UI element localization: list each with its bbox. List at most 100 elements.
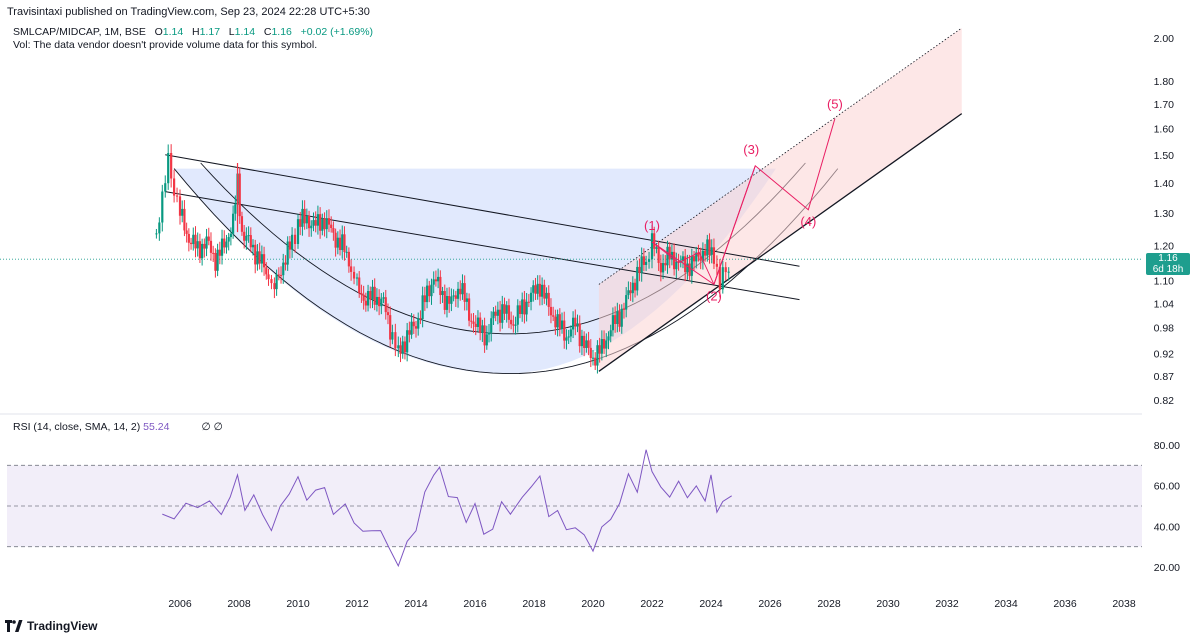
- rsi-pane: 80.00 60.00 40.00 20.00: [7, 440, 1180, 574]
- candle-body: [273, 283, 276, 290]
- candle-body: [223, 238, 226, 248]
- candle-body: [476, 317, 480, 327]
- candle-body: [534, 285, 537, 294]
- candle-body: [576, 323, 579, 327]
- candle-body: [291, 234, 294, 250]
- candle-body: [178, 196, 182, 216]
- rsi-label[interactable]: RSI (14, close, SMA, 14, 2): [13, 421, 141, 433]
- price-tick-label: 1.80: [1154, 76, 1175, 88]
- candle-body: [636, 266, 639, 291]
- publisher-line: Travisintaxi published on TradingView.co…: [7, 6, 370, 18]
- candle-body: [536, 283, 539, 294]
- brand-name: TradingView: [27, 619, 98, 633]
- candle-body: [618, 311, 621, 327]
- wave-annotations: (1) (2) (3) (4) (5): [644, 97, 843, 304]
- candle-body: [514, 324, 517, 326]
- candle-body: [158, 222, 161, 234]
- candle-body: [505, 305, 508, 314]
- candle-body: [616, 311, 619, 324]
- candle-body: [205, 236, 208, 249]
- candle-body: [245, 235, 248, 241]
- candle-body: [664, 263, 667, 266]
- candle-body: [334, 232, 337, 248]
- candle-body: [642, 256, 645, 265]
- candle-body: [611, 315, 615, 331]
- low-value: 1.14: [234, 26, 256, 38]
- wave-label: (5): [827, 97, 843, 112]
- candle-body: [371, 286, 374, 300]
- price-tick-label: 1.70: [1154, 99, 1175, 111]
- bar-countdown: 6d 18h: [1152, 264, 1184, 275]
- candle-body: [358, 277, 361, 293]
- candle-body: [423, 295, 426, 303]
- candle-body: [704, 250, 707, 256]
- candle-body: [501, 304, 504, 323]
- candle-body: [647, 259, 651, 262]
- close-label: C: [263, 26, 272, 38]
- candle-body: [565, 337, 568, 341]
- candle-body: [666, 246, 669, 266]
- rsi-value: 55.24: [143, 421, 170, 433]
- candle-body: [541, 284, 544, 297]
- candle-body: [412, 321, 415, 327]
- candle-body: [167, 153, 170, 184]
- candle-body: [690, 256, 693, 276]
- candle-body: [443, 291, 446, 310]
- candle-body: [301, 208, 304, 227]
- candle-body: [375, 296, 379, 305]
- candles-layer: [155, 144, 730, 374]
- candle-body: [492, 311, 495, 319]
- candle-body: [598, 345, 601, 354]
- price-tick-label: 1.20: [1154, 240, 1175, 252]
- candle-body: [485, 334, 488, 346]
- time-tick-label: 2034: [994, 598, 1018, 610]
- candle-body: [341, 234, 344, 251]
- candle-body: [270, 279, 273, 284]
- candle-body: [369, 290, 372, 300]
- candle-body: [249, 235, 252, 248]
- candle-body: [343, 234, 346, 253]
- wave-path: [651, 118, 836, 286]
- candle-body: [625, 295, 628, 310]
- symbol-name[interactable]: SMLCAP/MIDCAP, 1M, BSE: [13, 26, 146, 38]
- price-tick-label: 1.50: [1154, 150, 1175, 162]
- candle-body: [155, 233, 158, 235]
- candle-body: [355, 277, 359, 279]
- candle-body: [708, 239, 711, 255]
- candle-body: [419, 318, 422, 320]
- candle-body: [198, 241, 202, 259]
- tradingview-icon: [5, 620, 23, 632]
- candle-body: [631, 282, 634, 294]
- price-tick-label: 2.00: [1154, 33, 1175, 45]
- last-price: 1.16: [1158, 253, 1178, 264]
- candle-body: [401, 341, 404, 354]
- candle-body: [602, 339, 606, 349]
- candle-body: [164, 183, 167, 192]
- time-tick-label: 2026: [758, 598, 782, 610]
- candle-body: [688, 263, 691, 276]
- candle-body: [454, 295, 457, 299]
- candle-body: [336, 237, 339, 248]
- candle-body: [414, 326, 418, 329]
- wave-subpath: [651, 241, 715, 285]
- candle-body: [299, 219, 302, 227]
- candle-body: [316, 214, 320, 226]
- tradingview-logo[interactable]: TradingView: [5, 619, 97, 633]
- candle-body: [591, 357, 595, 359]
- candle-body: [399, 345, 402, 354]
- candle-body: [622, 308, 626, 310]
- price-tick-label: 0.87: [1154, 371, 1175, 383]
- candle-body: [529, 292, 533, 302]
- candle-body: [481, 325, 484, 333]
- candle-body: [681, 256, 685, 262]
- time-tick-label: 2010: [286, 598, 310, 610]
- candle-body: [275, 274, 278, 290]
- candle-body: [706, 239, 709, 256]
- candle-body: [640, 256, 643, 273]
- candle-body: [459, 288, 462, 295]
- candle-body: [655, 247, 658, 249]
- candle-body: [487, 332, 491, 335]
- candle-body: [192, 234, 195, 245]
- time-tick-label: 2032: [935, 598, 959, 610]
